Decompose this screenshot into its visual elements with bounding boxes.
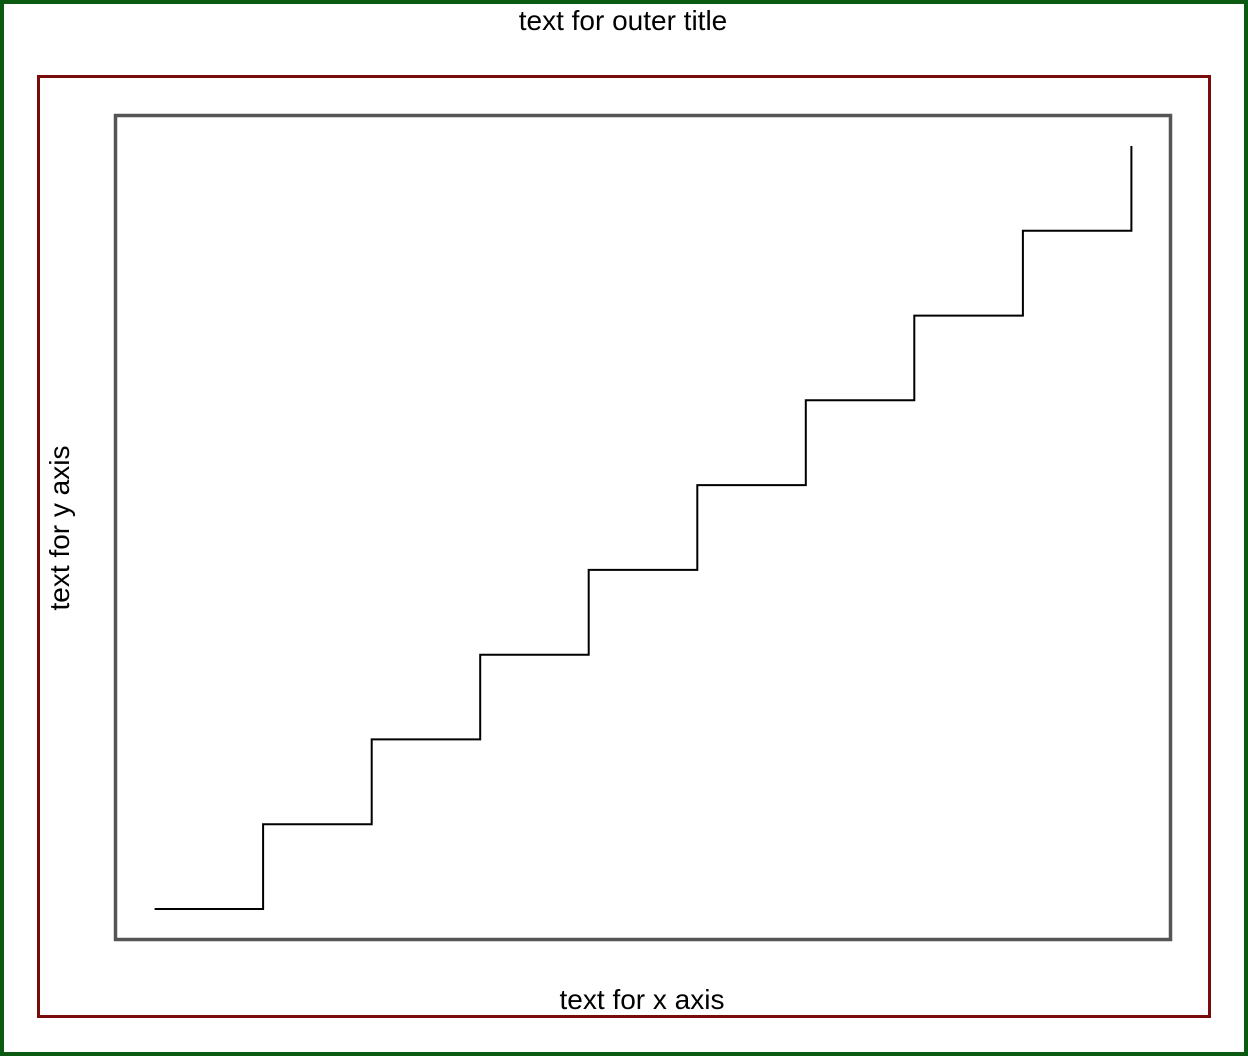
x-axis-label: text for x axis <box>560 984 725 1015</box>
inner-figure-frame <box>37 75 1211 1018</box>
chart-title: text for outer title <box>519 5 728 36</box>
series-1-step-line <box>154 146 1133 910</box>
series-group <box>154 146 1133 910</box>
plot-area-frame <box>113 113 1173 942</box>
y-axis-label: text for y axis <box>44 446 75 611</box>
